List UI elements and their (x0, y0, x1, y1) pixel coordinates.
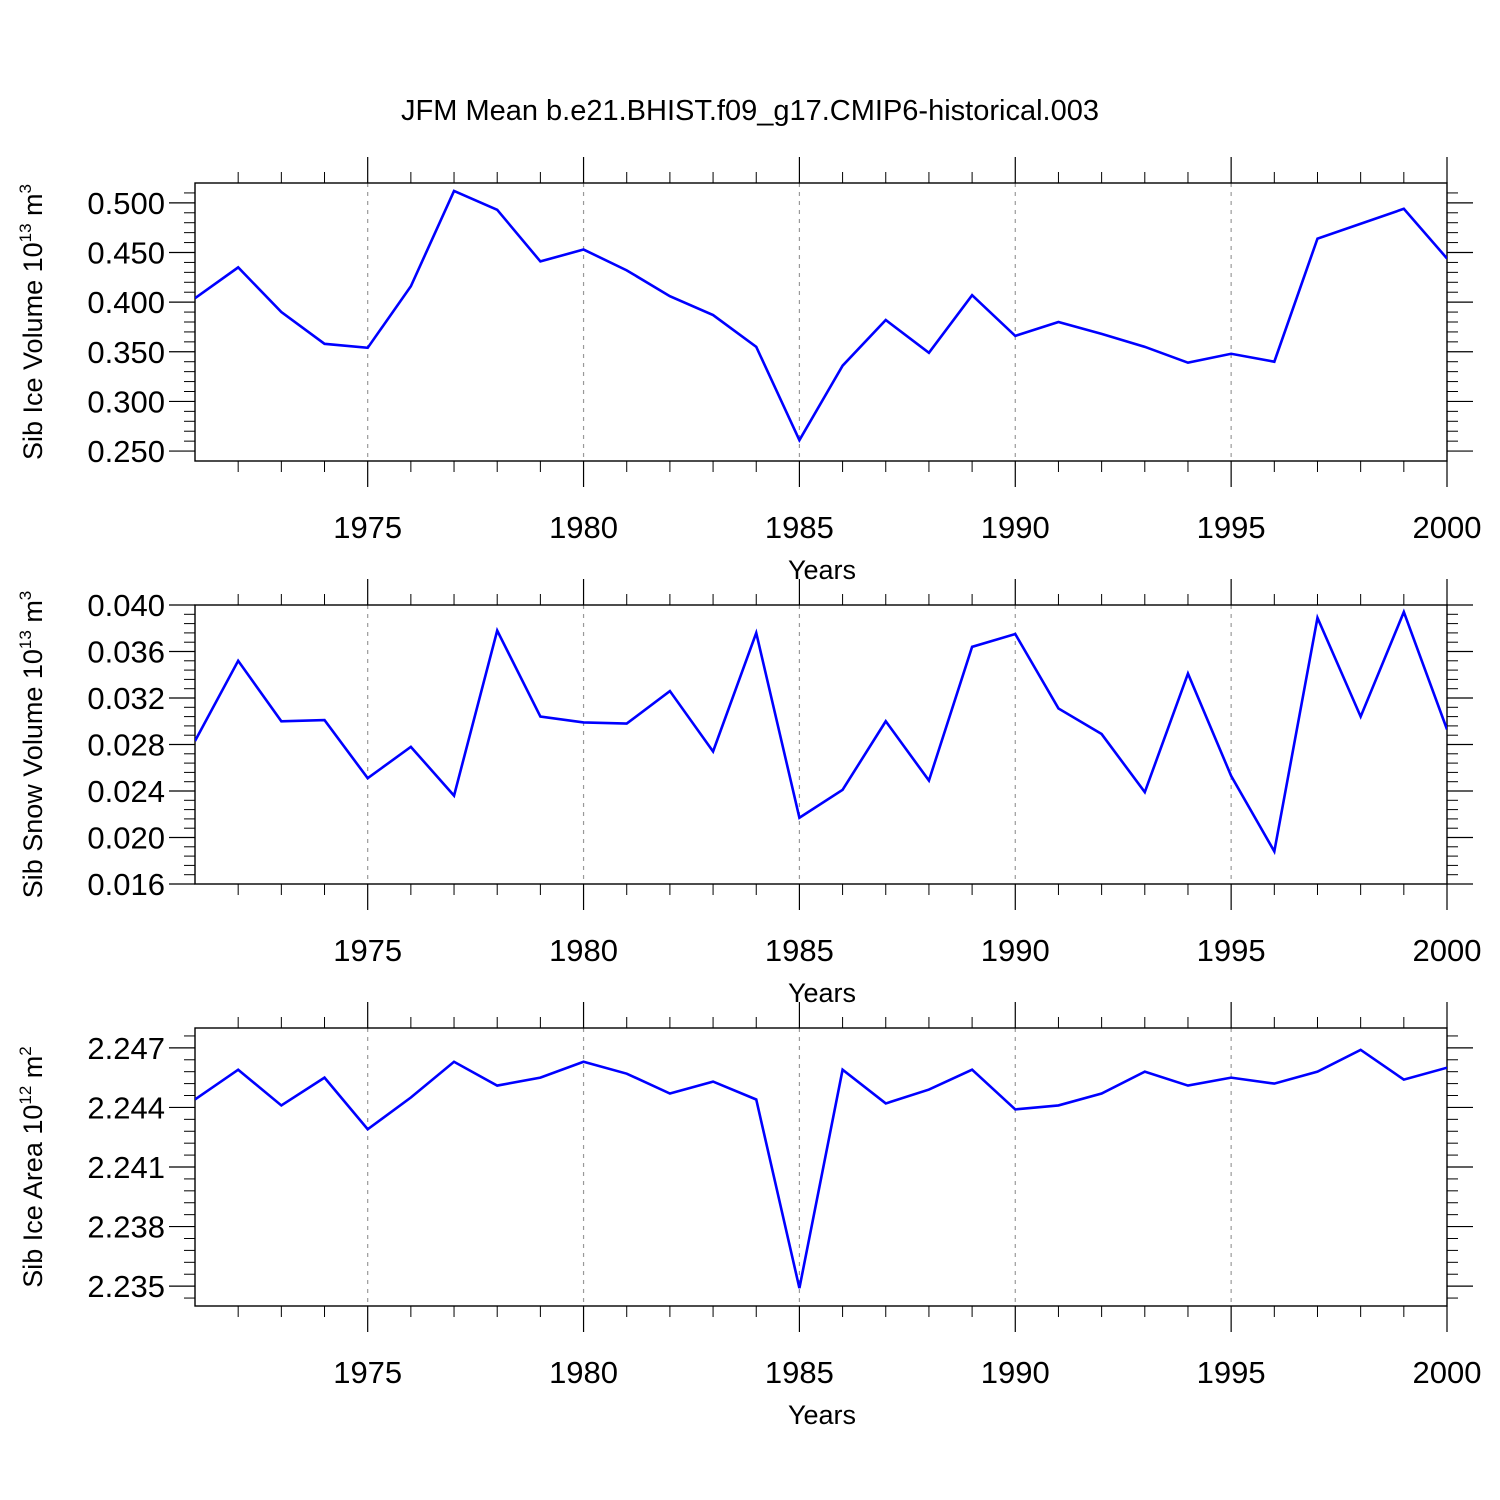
y-tick-label: 0.032 (87, 681, 165, 716)
x-tick-label: 2000 (1413, 933, 1482, 968)
y-axis-label-exp: 13 (16, 223, 35, 242)
x-axis-label: Years (788, 978, 856, 1008)
y-tick-label: 0.028 (87, 728, 165, 763)
y-tick-label: 2.247 (87, 1031, 165, 1066)
y-axis-label-main: Sib Snow Volume 10 (18, 649, 48, 898)
plot-frame (194, 1027, 1448, 1307)
x-tick-label: 1990 (981, 933, 1050, 968)
y-axis-label-unit-exp: 3 (16, 591, 35, 600)
y-axis-label: Sib Snow Volume 1013 m3 (16, 591, 48, 899)
y-tick-label: 0.500 (87, 186, 165, 221)
x-tick-label: 1980 (549, 1355, 618, 1390)
y-tick-label: 0.016 (87, 867, 165, 902)
x-tick-label: 1980 (549, 510, 618, 545)
y-tick-label: 0.024 (87, 774, 165, 809)
y-tick-label: 0.450 (87, 236, 165, 271)
x-tick-label: 2000 (1413, 510, 1482, 545)
panels: 1975 1980 1985 1990 1995 2000 0.250 0.300 0.350 0… (16, 157, 1481, 1430)
x-tick-label: 1975 (333, 933, 402, 968)
y-tick-label: 0.020 (87, 821, 165, 856)
y-axis-label-unit-exp: 2 (16, 1046, 35, 1055)
panel-2: 1975 1980 1985 1990 1995 2000 0.016 0.020 0.024 0… (16, 579, 1481, 1008)
y-axis-label-unit: m (18, 1056, 48, 1086)
x-tick-label: 1995 (1197, 933, 1266, 968)
panel-1: 1975 1980 1985 1990 1995 2000 0.250 0.300 0.350 0… (16, 157, 1481, 585)
y-tick-label: 2.241 (87, 1150, 165, 1185)
y-tick-label: 0.300 (87, 384, 165, 419)
y-tick-label: 2.238 (87, 1210, 165, 1245)
y-axis-label-main: Sib Ice Volume 10 (18, 242, 48, 460)
series-line-sib-ice-area (195, 1048, 1447, 1289)
y-axis-label: Sib Ice Volume 1013 m3 (16, 184, 48, 460)
x-tick-label: 1985 (765, 510, 834, 545)
y-axis-label-exp: 12 (16, 1086, 35, 1105)
figure-title: JFM Mean b.e21.BHIST.f09_g17.CMIP6-histo… (401, 95, 1099, 127)
x-axis-label: Years (788, 1400, 856, 1430)
y-axis-label: Sib Ice Area 1012 m2 (16, 1046, 48, 1288)
x-tick-label: 1990 (981, 1355, 1050, 1390)
y-axis-label-main: Sib Ice Area 10 (18, 1105, 48, 1288)
series-line-sib-ice-volume (195, 189, 1447, 443)
y-tick-label: 0.250 (87, 434, 165, 469)
y-axis-label-unit: m (18, 193, 48, 223)
y-axis-label-unit: m (18, 600, 48, 630)
x-tick-label: 1995 (1197, 1355, 1266, 1390)
y-axis-label-unit-exp: 3 (16, 184, 35, 193)
y-tick-label: 0.036 (87, 635, 165, 670)
y-tick-label: 0.350 (87, 335, 165, 370)
x-tick-label: 1975 (333, 1355, 402, 1390)
plot-frame (194, 604, 1448, 885)
x-tick-label: 1980 (549, 933, 618, 968)
x-tick-label: 1995 (1197, 510, 1266, 545)
x-tick-label: 1975 (333, 510, 402, 545)
x-tick-label: 1990 (981, 510, 1050, 545)
x-axis-label: Years (788, 555, 856, 585)
y-tick-label: 2.235 (87, 1269, 165, 1304)
y-tick-label: 0.040 (87, 588, 165, 623)
series-line-sib-snow-volume (195, 608, 1447, 856)
x-tick-label: 1985 (765, 1355, 834, 1390)
y-axis-label-exp: 13 (16, 630, 35, 649)
x-tick-label: 2000 (1413, 1355, 1482, 1390)
x-tick-label: 1985 (765, 933, 834, 968)
y-tick-label: 2.244 (87, 1090, 165, 1125)
panel-3: 1975 1980 1985 1990 1995 2000 2.235 2.238 2.241 2… (16, 1002, 1481, 1430)
plot-frame (194, 182, 1448, 462)
y-tick-label: 0.400 (87, 285, 165, 320)
